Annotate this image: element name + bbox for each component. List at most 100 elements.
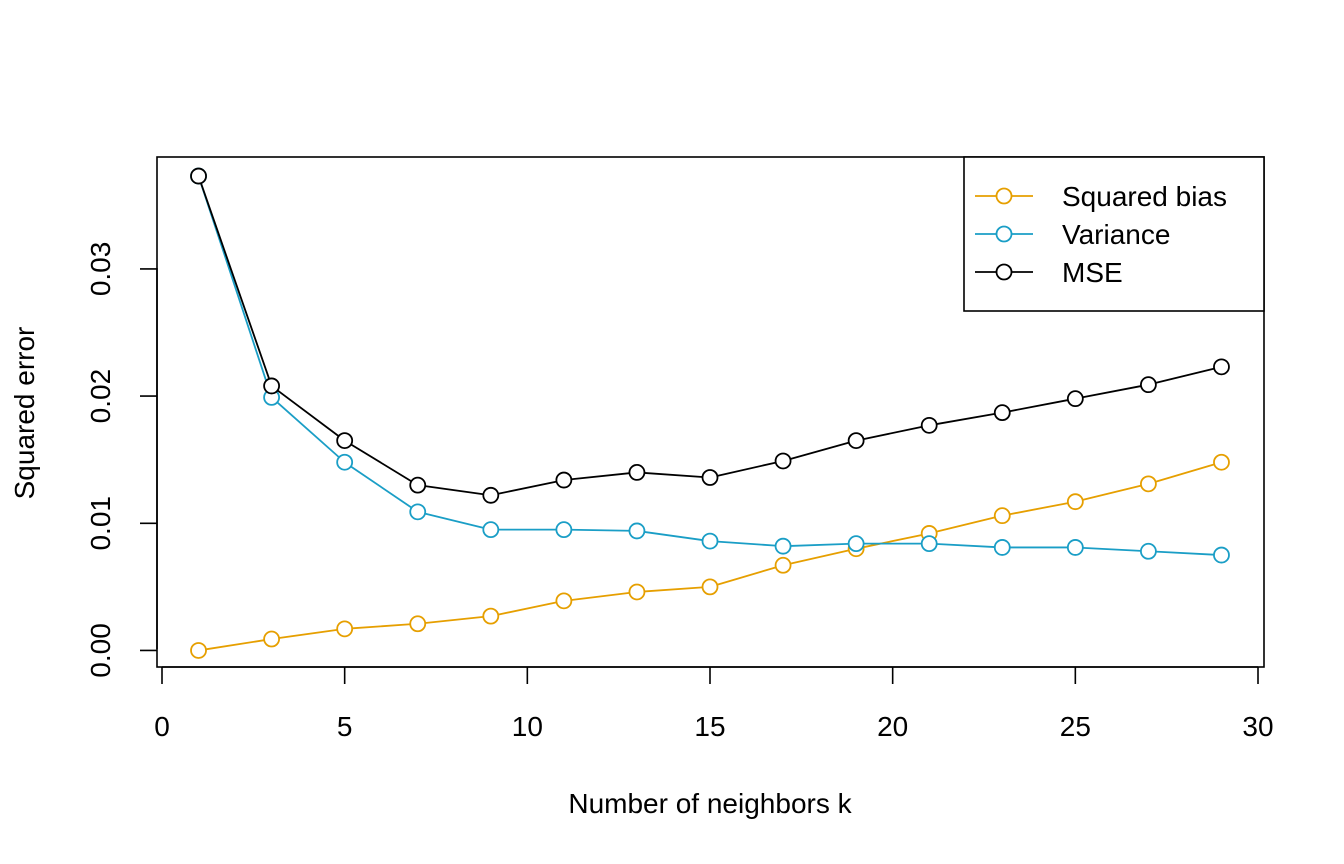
data-point: [336, 620, 354, 638]
x-tick-label: 20: [877, 711, 908, 742]
series-line-segment: [863, 534, 923, 549]
data-point: [263, 377, 281, 395]
series-line-segment: [352, 623, 411, 630]
data-point: [628, 464, 646, 481]
data-point: [1213, 453, 1230, 471]
x-tick-label: 25: [1060, 711, 1091, 742]
series-line-segment: [1082, 385, 1142, 399]
series-line-segment: [571, 528, 630, 532]
data-point: [920, 535, 938, 553]
series-line-segment: [1082, 484, 1142, 501]
legend-marker: [995, 187, 1013, 205]
data-point: [847, 535, 865, 553]
data-point: [555, 521, 573, 539]
series-line-segment: [936, 516, 996, 533]
series-line-segment: [276, 401, 340, 458]
series-line-segment: [205, 639, 265, 651]
x-tick-label: 15: [694, 711, 725, 742]
y-tick-label: 0.02: [85, 369, 116, 424]
data-point: [1066, 493, 1084, 511]
series-line-segment: [571, 591, 630, 601]
data-point: [336, 432, 354, 450]
x-tick-label: 5: [337, 711, 353, 742]
data-point: [409, 476, 427, 494]
series-line-segment: [350, 443, 412, 482]
legend-label: MSE: [1062, 257, 1123, 288]
data-point: [190, 642, 207, 659]
series-line-segment: [936, 543, 995, 548]
x-tick-label: 30: [1242, 711, 1273, 742]
legend-label: Variance: [1062, 219, 1170, 250]
data-point: [1140, 542, 1157, 560]
y-axis: 0.00 0.01 0.02 0.03: [85, 242, 158, 678]
data-point: [190, 167, 207, 185]
legend-label: Squared bias: [1062, 181, 1227, 212]
series-line-segment: [1155, 550, 1215, 556]
data-point: [701, 469, 719, 486]
series-line-segment: [863, 426, 923, 440]
data-point: [482, 521, 500, 539]
series-line-segment: [1082, 546, 1141, 552]
x-axis-label: Number of neighbors k: [568, 788, 852, 819]
series-line-segment: [716, 566, 777, 586]
data-point: [701, 578, 719, 596]
series-line-segment: [571, 472, 630, 481]
data-point: [555, 592, 573, 610]
data-point: [628, 522, 646, 540]
data-point: [774, 452, 792, 470]
data-point: [993, 539, 1011, 556]
legend-items: Squared bias Variance MSE: [975, 181, 1227, 288]
data-point: [993, 404, 1011, 422]
series-line-segment: [1155, 463, 1215, 483]
y-tick-label: 0.03: [85, 242, 116, 297]
y-axis-label: Squared error: [9, 327, 40, 500]
series-line-segment: [425, 616, 484, 624]
data-point: [1066, 390, 1084, 408]
series-squared-bias: [190, 453, 1230, 659]
data-point: [1066, 539, 1084, 556]
data-point: [336, 453, 354, 471]
data-point: [774, 556, 792, 574]
legend-marker: [995, 263, 1013, 281]
data-point: [993, 507, 1011, 525]
series-line-segment: [936, 413, 996, 425]
data-point: [774, 537, 792, 555]
legend-marker: [995, 225, 1013, 243]
series-line-segment: [278, 628, 338, 639]
series-line-segment: [1009, 399, 1069, 413]
data-point: [1213, 546, 1230, 564]
data-point: [1140, 475, 1157, 493]
x-axis: 0 5 10 15 20 25 30: [154, 666, 1274, 742]
series-line-segment: [644, 586, 703, 593]
series-line-segment: [717, 540, 776, 547]
series-line-segment: [425, 485, 484, 496]
series-layer: [190, 167, 1230, 659]
data-point: [482, 607, 500, 625]
y-tick-label: 0.01: [85, 496, 116, 551]
data-point: [1213, 358, 1230, 376]
series-line-segment: [424, 512, 484, 529]
data-point: [263, 630, 281, 648]
data-point: [628, 583, 646, 601]
data-point: [847, 432, 865, 450]
series-mse: [190, 167, 1230, 504]
data-point: [409, 503, 427, 521]
x-tick-label: 0: [154, 711, 170, 742]
data-point: [701, 532, 719, 550]
series-line-segment: [277, 389, 340, 437]
series-line-segment: [790, 441, 850, 460]
series-line-segment: [644, 472, 703, 478]
data-point: [920, 416, 938, 434]
series-line-segment: [497, 601, 557, 616]
series-line-segment: [350, 465, 413, 509]
y-tick-label: 0.00: [85, 623, 116, 678]
x-tick-label: 10: [512, 711, 543, 742]
series-line-segment: [1155, 367, 1215, 384]
series-line-segment: [200, 182, 270, 380]
series-line-segment: [717, 461, 776, 477]
data-point: [1140, 376, 1157, 394]
data-point: [409, 615, 427, 633]
legend: Squared bias Variance MSE: [963, 156, 1265, 312]
series-line-segment: [1009, 502, 1069, 516]
series-line-segment: [790, 549, 850, 565]
